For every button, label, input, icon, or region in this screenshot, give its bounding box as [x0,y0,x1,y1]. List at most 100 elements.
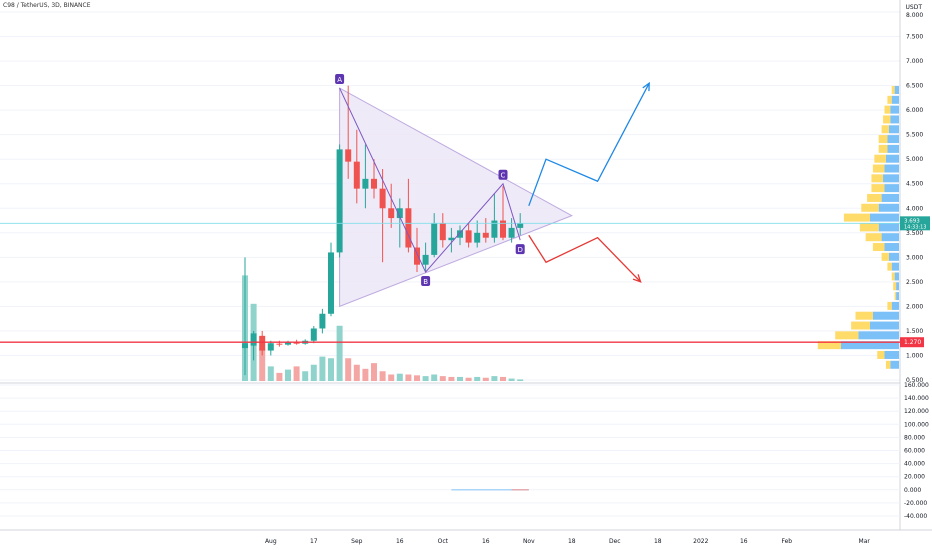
time-tick-label: 17 [310,538,318,545]
price-tick-label: 3.500 [906,230,923,237]
volume-bar [508,378,515,381]
last-price-value: 3.693 [904,218,920,224]
volume-bar [448,376,455,381]
volume-bar [371,363,377,381]
time-tick-label: Sep [351,538,363,545]
profile-bar-down [887,262,892,271]
osc-tick-label: 80.000 [904,434,925,441]
volume-bar [328,358,334,381]
candle-body [328,252,334,314]
volume-bar [345,358,352,381]
volume-bar [259,348,266,381]
candle-body [250,333,257,346]
price-tick-label: 1.000 [906,352,923,359]
profile-bar-down [878,135,888,144]
drawings [0,81,900,343]
axis-currency: USDT [906,4,923,11]
candle-body [474,232,481,243]
pattern-label-c: C [501,172,506,180]
time-tick-label: 18 [568,538,576,545]
profile-bar-down [867,193,882,202]
candle-body [345,149,352,162]
pattern-label-b: B [423,278,428,286]
candle-body [285,342,291,345]
symbol-title: C98 / TetherUS, 3D, BINANCE [3,2,91,9]
candle-body [379,188,386,209]
price-tick-label: 5.000 [906,156,923,163]
pattern-label-badge [498,169,508,180]
volume-bar [302,371,309,381]
pattern-labels: A B C D [335,74,525,287]
pattern-label-d: D [518,246,523,254]
profile-bar-up [884,164,899,173]
profile-bar-up [841,341,899,350]
profile-bar-up [885,154,899,163]
pattern-label-badge [421,276,431,287]
bull-projection-arrow-head [642,81,650,92]
profile-bar-up [878,203,899,212]
profile-bar-up [870,321,899,330]
profile-bar-down [877,350,885,359]
volume-profile [817,86,899,369]
time-tick-label: 16 [396,538,404,545]
time-tick-label: 16 [482,538,490,545]
volume-bar [396,373,403,381]
volume-bar [276,372,283,381]
profile-bar-down [861,203,879,212]
candle-body [293,342,300,344]
candle-body [310,328,317,341]
candle-body [431,222,438,255]
profile-bar-up [870,213,899,222]
profile-bar-down [855,311,873,320]
candle-body [465,230,472,243]
price-tick-label: 2.500 [906,279,923,286]
profile-bar-up [881,233,899,242]
price-tick-label: 5.500 [906,132,923,139]
profile-bar-down [851,321,870,330]
price-tick-label: 6.500 [906,83,923,90]
profile-bar-down [817,341,841,350]
profile-bar-up [896,292,899,301]
chart-header: C98 / TetherUS, 3D, BINANCE [3,2,94,9]
candle-body [336,149,343,253]
volume-bar [500,376,506,381]
candle-body [508,227,515,238]
profile-bar-up [890,115,899,124]
pattern-label-badge [515,244,525,255]
profile-bar-down [872,243,885,252]
candle-body [422,254,429,265]
last-price-tag [900,216,930,231]
profile-bar-down [865,233,882,242]
profile-bar-up [890,105,899,114]
price-tick-label: 3.000 [906,254,923,261]
profile-bar-down [835,331,859,340]
candles[interactable] [242,85,524,376]
bear-projection-arrow [528,234,642,283]
profile-bar-down [893,282,897,291]
volume-bar [379,371,386,381]
volume-bar [491,376,498,381]
candle-body [276,343,283,345]
profile-bar-down [843,213,870,222]
price-tick-label: 4.500 [906,181,923,188]
profile-bar-down [871,174,884,183]
time-tick-label: Feb [781,538,792,545]
candle-body [405,208,412,248]
time-tick-label: Oct [438,538,449,545]
profile-bar-down [891,86,895,95]
osc-tick-label: 40.000 [904,461,925,468]
profile-bar-up [858,331,899,340]
volume-bar [474,376,481,381]
osc-tick-label: 100.000 [904,421,929,428]
profile-bar-up [891,301,899,310]
profile-bar-up [890,360,899,369]
volume-bar [319,356,326,381]
time-tick-label: 18 [654,538,662,545]
pattern-zigzag [339,87,521,273]
candle-body [439,222,446,241]
osc-tick-label: 120.000 [904,408,929,415]
profile-bar-down [881,125,889,134]
volume-bar [293,366,300,381]
time-tick-label: Nov [523,538,535,545]
